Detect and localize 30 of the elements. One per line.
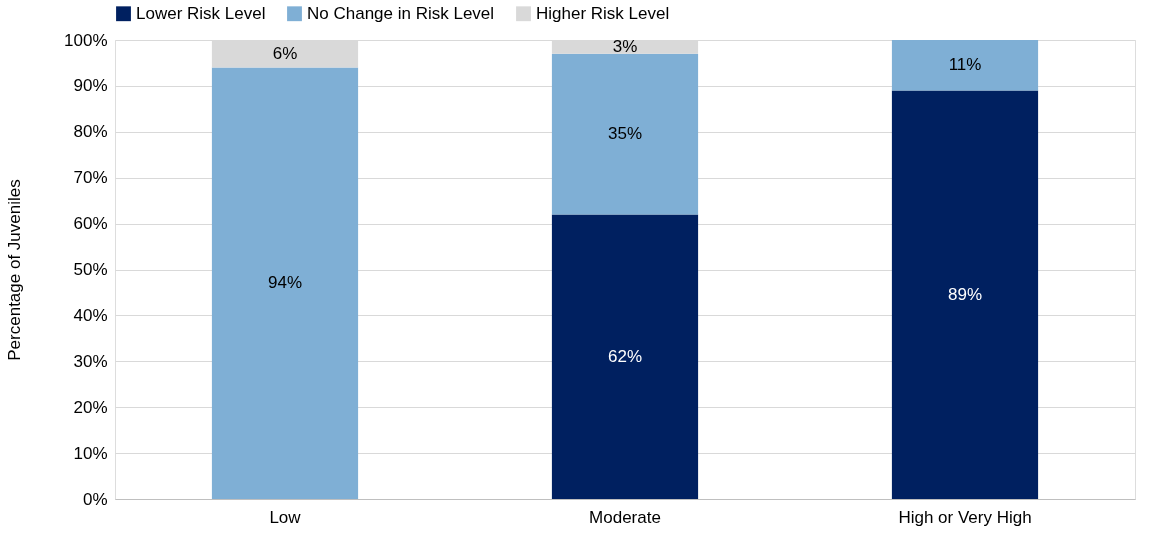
legend-label: Higher Risk Level <box>536 3 670 23</box>
bar <box>891 90 1039 499</box>
y-tick-label: 60% <box>73 214 108 234</box>
y-tick-label: 20% <box>73 397 108 417</box>
data-label: 6% <box>272 43 298 63</box>
bar <box>211 67 359 499</box>
bar <box>551 53 699 215</box>
legend-label: No Change in Risk Level <box>307 3 495 23</box>
y-tick-label: 40% <box>73 305 108 325</box>
x-tick-label: High or Very High <box>898 507 1032 527</box>
x-tick-label: Low <box>269 507 302 527</box>
y-tick-label: 10% <box>73 443 108 463</box>
data-label: 3% <box>612 36 638 56</box>
y-tick-label: 70% <box>73 168 108 188</box>
y-axis-title: Percentage of Juveniles <box>5 179 25 361</box>
bar <box>551 214 699 499</box>
bar <box>891 40 1039 91</box>
y-tick-label: 50% <box>73 260 108 279</box>
data-label: 62% <box>607 346 643 366</box>
y-tick-label: 30% <box>73 351 108 371</box>
legend-label: Lower Risk Level <box>136 3 266 23</box>
data-label: 35% <box>607 124 643 144</box>
data-label: 94% <box>267 273 303 293</box>
data-label: 11% <box>948 55 982 75</box>
x-tick-label: Moderate <box>589 507 661 527</box>
y-tick-label: 90% <box>73 76 108 96</box>
y-tick-label: 100% <box>64 30 108 50</box>
data-label: 89% <box>947 284 983 304</box>
y-tick-label: 80% <box>73 122 108 142</box>
y-tick-label: 0% <box>82 489 108 509</box>
